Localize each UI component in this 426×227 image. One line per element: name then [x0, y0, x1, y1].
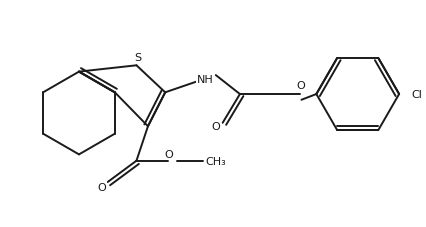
Text: O: O: [296, 81, 305, 91]
Text: NH: NH: [197, 74, 214, 84]
Text: O: O: [165, 149, 174, 159]
Text: O: O: [98, 182, 106, 192]
Text: O: O: [211, 121, 220, 131]
Text: S: S: [134, 52, 141, 62]
Text: Cl: Cl: [412, 90, 423, 100]
Text: CH₃: CH₃: [205, 156, 226, 166]
